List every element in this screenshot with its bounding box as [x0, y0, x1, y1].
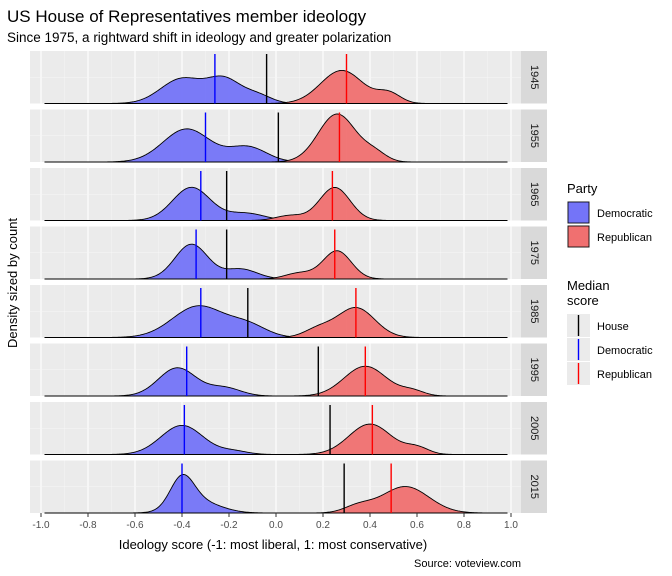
x-axis: -1.0 -0.8 -0.6 -0.4 -0.2 0.0 0.2 0.4 0.6 0.8 1.0: [32, 513, 518, 531]
legend-label: Democratic: [597, 208, 653, 220]
facet-strip: [521, 285, 547, 338]
republican-density-1965: [44, 186, 508, 221]
x-tick-label: 0.4: [363, 520, 377, 531]
x-tick-label: 0.6: [410, 520, 424, 531]
x-tick-label: 1.0: [504, 520, 518, 531]
legend-label: House: [597, 321, 629, 333]
facet-strip: [521, 343, 547, 396]
facet-panel-1995: 1995: [30, 343, 547, 397]
legend-label: Republican: [597, 369, 652, 381]
legend-label: Republican: [597, 232, 652, 244]
facet-panel-1945: 1945: [30, 51, 547, 104]
facet-panels: 1945 1955 1965 1975 1985 1995 2005 2015: [30, 51, 547, 514]
x-tick-label: 0.0: [269, 520, 283, 531]
facet-strip-label: 2005: [528, 416, 540, 440]
republican-density-1955: [44, 113, 508, 163]
facet-panel-1985: 1985: [30, 285, 547, 338]
x-axis-label: Ideology score (-1: most liberal, 1: mos…: [119, 537, 428, 552]
republican-density-2005: [44, 423, 508, 455]
facet-strip-label: 1985: [528, 299, 540, 323]
legend-label: Democratic: [597, 345, 653, 357]
x-tick-label: -1.0: [32, 520, 50, 531]
republican-density-1995: [44, 365, 508, 397]
x-tick-label: -0.2: [220, 520, 238, 531]
republican-density-1985: [44, 307, 508, 338]
facet-panel-2015: 2015: [30, 460, 547, 514]
chart-subtitle: Since 1975, a rightward shift in ideolog…: [7, 30, 391, 45]
facet-strip-label: 2015: [528, 475, 540, 499]
x-tick-label: -0.6: [126, 520, 144, 531]
legend-swatch-republican: [567, 225, 590, 248]
chart-caption: Source: voteview.com: [414, 558, 521, 570]
facet-strip-label: 1945: [528, 65, 540, 89]
facet-panel-2005: 2005: [30, 402, 547, 455]
facet-panel-1965: 1965: [30, 168, 547, 221]
x-tick-label: 0.2: [316, 520, 330, 531]
republican-density-1945: [44, 69, 508, 104]
facet-strip: [521, 168, 547, 221]
legend: Party Democratic Republican Median score Hous…: [567, 181, 653, 385]
legend-title-median: Median score: [567, 278, 610, 308]
legend-title-party: Party: [567, 181, 598, 196]
y-axis-label: Density sized by count: [5, 218, 20, 348]
facet-strip-label: 1965: [528, 182, 540, 206]
facet-panel-1955: 1955: [30, 109, 547, 163]
x-tick-label: 0.8: [457, 520, 471, 531]
x-tick-label: -0.8: [79, 520, 97, 531]
facet-panel-1975: 1975: [30, 226, 547, 280]
facet-strip-label: 1955: [528, 124, 540, 148]
x-tick-label: -0.4: [173, 520, 191, 531]
facet-strip: [521, 226, 547, 279]
legend-swatch-democratic: [567, 201, 590, 224]
facet-strip-label: 1995: [528, 358, 540, 382]
facet-strip: [521, 51, 547, 104]
facet-strip-label: 1975: [528, 241, 540, 265]
facet-strip: [521, 460, 547, 513]
chart-title: US House of Representatives member ideol…: [7, 7, 367, 26]
facet-strip: [521, 402, 547, 455]
facet-strip: [521, 109, 547, 162]
republican-density-1975: [44, 250, 508, 280]
